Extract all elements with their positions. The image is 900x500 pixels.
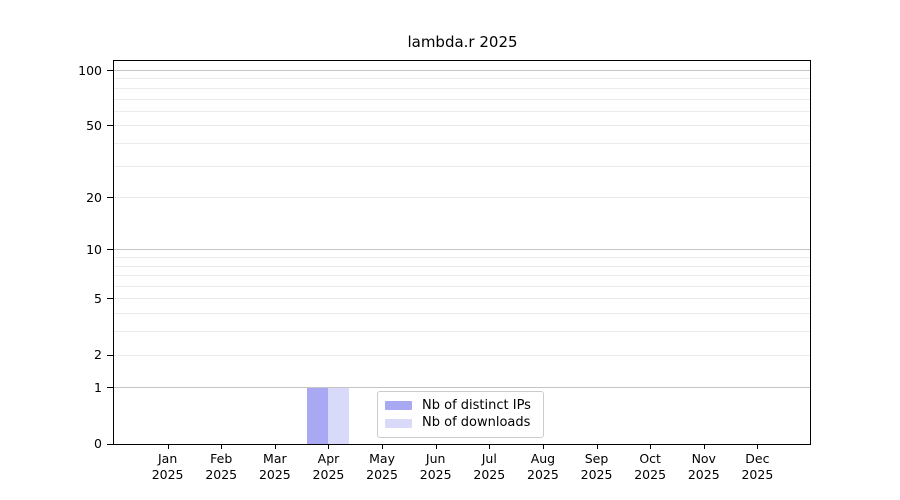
- x-tick-label-mar: Mar 2025: [258, 451, 291, 482]
- minor-y-gridline: [114, 110, 811, 112]
- legend-swatch-downloads: [385, 418, 412, 428]
- minor-y-gridline: [114, 78, 811, 80]
- plot-area: [114, 60, 811, 444]
- legend-item-distinct-ips: Nb of distinct IPs: [385, 397, 536, 414]
- x-tick-mark: [489, 445, 491, 449]
- x-tick-label-oct: Oct 2025: [634, 451, 667, 482]
- legend-label-downloads: Nb of downloads: [422, 415, 531, 431]
- minor-y-gridline: [114, 98, 811, 100]
- top-spine: [114, 60, 811, 61]
- minor-y-gridline: [114, 125, 811, 127]
- x-tick-mark: [703, 445, 705, 449]
- minor-y-gridline: [114, 257, 811, 259]
- x-tick-mark: [435, 445, 437, 449]
- minor-y-gridline: [114, 142, 811, 144]
- bar-distinct-ips-apr: [307, 387, 329, 444]
- x-tick-label-jun: Jun 2025: [419, 451, 452, 482]
- x-tick-label-feb: Feb 2025: [205, 451, 238, 482]
- minor-y-gridline: [114, 165, 811, 167]
- x-tick-label-jan: Jan 2025: [151, 451, 184, 482]
- minor-y-gridline: [114, 313, 811, 315]
- x-tick-label-nov: Nov 2025: [687, 451, 720, 482]
- minor-y-gridline: [114, 275, 811, 277]
- minor-y-gridline: [114, 265, 811, 267]
- minor-y-gridline: [114, 354, 811, 356]
- y-tick-label: 50: [86, 117, 102, 133]
- bar-downloads-apr: [328, 387, 350, 444]
- y-tick-label: 5: [94, 290, 102, 306]
- y-tick-mark: [107, 354, 113, 356]
- x-tick-mark: [167, 445, 169, 449]
- x-tick-label-aug: Aug 2025: [527, 451, 559, 482]
- y-tick-label: 20: [86, 189, 102, 205]
- y-tick-label: 0: [94, 436, 102, 451]
- x-tick-mark: [650, 445, 652, 449]
- y-tick-label: 1: [94, 379, 102, 395]
- legend: Nb of distinct IPs Nb of downloads: [377, 391, 544, 438]
- right-spine: [810, 60, 811, 445]
- legend-item-downloads: Nb of downloads: [385, 415, 536, 432]
- y-tick-mark: [107, 443, 113, 445]
- x-tick-mark: [382, 445, 384, 449]
- major-y-gridline: [114, 70, 811, 71]
- minor-y-gridline: [114, 286, 811, 288]
- x-tick-mark: [596, 445, 598, 449]
- x-tick-label-jul: Jul 2025: [473, 451, 506, 482]
- y-tick-label: 10: [86, 241, 102, 257]
- y-tick-label: 2: [94, 347, 102, 363]
- minor-y-gridline: [114, 87, 811, 89]
- y-tick-mark: [107, 249, 113, 251]
- x-tick-label-apr: Apr 2025: [312, 451, 345, 482]
- x-tick-mark: [757, 445, 759, 449]
- legend-swatch-distinct-ips: [385, 401, 412, 411]
- y-tick-mark: [107, 197, 113, 199]
- major-y-gridline: [114, 387, 811, 389]
- x-tick-mark: [328, 445, 330, 449]
- major-y-gridline: [114, 249, 811, 251]
- y-tick-mark: [107, 125, 113, 127]
- y-tick-mark: [107, 387, 113, 389]
- chart-title: lambda.r 2025: [407, 33, 518, 51]
- minor-y-gridline: [114, 331, 811, 333]
- minor-y-gridline: [114, 298, 811, 300]
- x-tick-label-sep: Sep 2025: [580, 451, 613, 482]
- y-tick-label: 100: [78, 62, 102, 78]
- x-tick-mark: [542, 445, 544, 449]
- x-tick-label-may: May 2025: [366, 451, 398, 482]
- y-tick-mark: [107, 298, 113, 300]
- legend-label-distinct-ips: Nb of distinct IPs: [422, 397, 531, 413]
- x-tick-label-dec: Dec 2025: [741, 451, 774, 482]
- x-tick-mark: [221, 445, 223, 449]
- x-axis-line: [114, 444, 811, 445]
- y-tick-mark: [107, 70, 113, 71]
- x-tick-mark: [274, 445, 276, 449]
- y-axis-line: [113, 60, 114, 445]
- minor-y-gridline: [114, 197, 811, 199]
